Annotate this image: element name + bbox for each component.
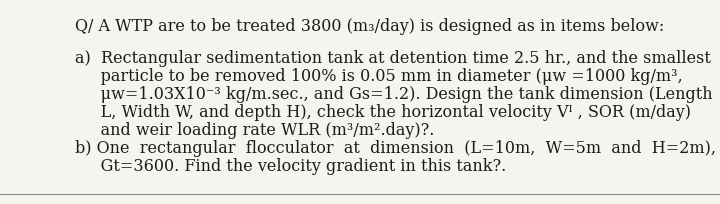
Text: b) One  rectangular  flocculator  at  dimension  (L=10m,  W=5m  and  H=2m),: b) One rectangular flocculator at dimens… — [75, 139, 716, 156]
Text: and weir loading rate WLR (m³/m².day)?.: and weir loading rate WLR (m³/m².day)?. — [75, 121, 434, 138]
Text: particle to be removed 100% is 0.05 mm in diameter (μw =1000 kg/m³,: particle to be removed 100% is 0.05 mm i… — [75, 68, 683, 85]
Text: μw=1.03X10⁻³ kg/m.sec., and Gs=1.2). Design the tank dimension (Length: μw=1.03X10⁻³ kg/m.sec., and Gs=1.2). Des… — [75, 86, 713, 102]
Text: Q/ A WTP are to be treated 3800 (m₃/day) is designed as in items below:: Q/ A WTP are to be treated 3800 (m₃/day)… — [75, 18, 665, 35]
Text: a)  Rectangular sedimentation tank at detention time 2.5 hr., and the smallest: a) Rectangular sedimentation tank at det… — [75, 50, 711, 67]
Text: L, Width W, and depth H), check the horizontal velocity Vᴵ , SOR (m/day): L, Width W, and depth H), check the hori… — [75, 103, 691, 120]
Text: Gt=3600. Find the velocity gradient in this tank?.: Gt=3600. Find the velocity gradient in t… — [75, 157, 506, 174]
